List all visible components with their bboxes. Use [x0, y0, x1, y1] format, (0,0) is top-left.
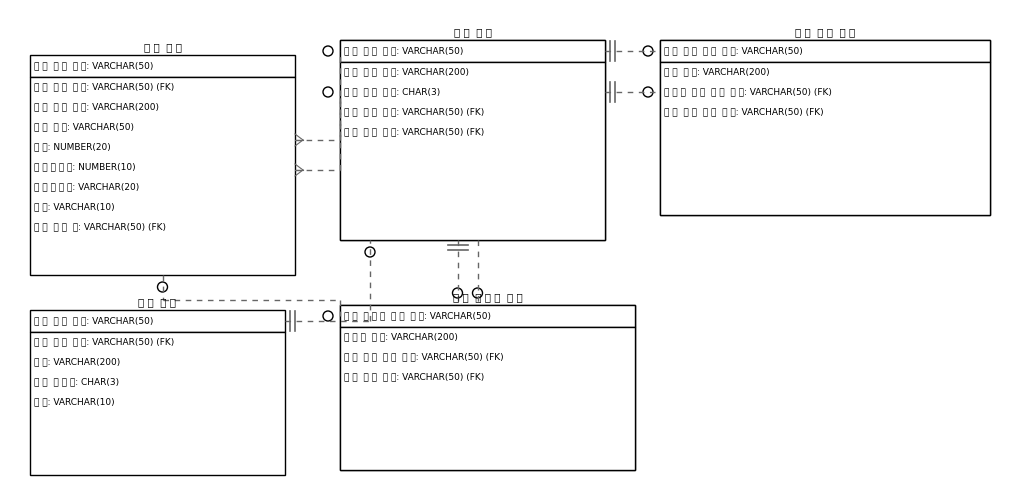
Circle shape	[453, 288, 463, 298]
Bar	[340, 305, 635, 327]
Circle shape	[472, 288, 482, 298]
Text: 운 의 의 연 수: NUMBER(10): 운 의 의 연 수: NUMBER(10)	[34, 163, 135, 171]
Text: 운 용  노 드: 운 용 노 드	[138, 297, 176, 307]
Bar	[340, 40, 605, 62]
Text: 인 가 화  운 용  상 태  명 칭: VARCHAR(50) (FK): 인 가 화 운 용 상 태 명 칭: VARCHAR(50) (FK)	[664, 87, 831, 96]
Circle shape	[365, 247, 375, 257]
Bar	[340, 327, 635, 470]
Bar	[30, 332, 285, 475]
Text: 이 벤 트  설 명: VARCHAR(200): 이 벤 트 설 명: VARCHAR(200)	[344, 332, 458, 341]
Text: 운 용  노 드  명 칭: VARCHAR(50) (FK): 운 용 노 드 명 칭: VARCHAR(50) (FK)	[344, 128, 484, 137]
Text: 노 드  수 구 분: CHAR(3): 노 드 수 구 분: CHAR(3)	[34, 378, 119, 387]
Text: 운 용  노 드  명 칭: VARCHAR(50) (FK): 운 용 노 드 명 칭: VARCHAR(50) (FK)	[344, 107, 484, 116]
Text: 운 용  활 동: 운 용 활 동	[143, 42, 181, 52]
Text: 이 용  상 태  명: VARCHAR(50) (FK): 이 용 상 태 명: VARCHAR(50) (FK)	[34, 223, 166, 232]
Text: 운 용  상 태: 운 용 상 태	[454, 27, 492, 37]
Text: 운 용  이 벤 트  전 이  명 칭: VARCHAR(50): 운 용 이 벤 트 전 이 명 칭: VARCHAR(50)	[344, 312, 490, 321]
Text: 운 용  활 동  명 칭: VARCHAR(50) (FK): 운 용 활 동 명 칭: VARCHAR(50) (FK)	[34, 83, 174, 91]
Bar	[660, 40, 990, 62]
Circle shape	[643, 46, 653, 56]
Text: 운 용  활 동  명 칭: VARCHAR(50): 운 용 활 동 명 칭: VARCHAR(50)	[34, 62, 154, 71]
Text: 출 발  운 용  상 태  명 칭: VARCHAR(50) (FK): 출 발 운 용 상 태 명 칭: VARCHAR(50) (FK)	[664, 107, 823, 116]
Circle shape	[323, 311, 333, 321]
Text: 운 용  노 드  명 칭: VARCHAR(50) (FK): 운 용 노 드 명 칭: VARCHAR(50) (FK)	[34, 337, 174, 346]
Text: 수 준: VARCHAR(10): 수 준: VARCHAR(10)	[34, 398, 115, 407]
Bar	[30, 77, 295, 275]
Text: 완 료  단 계: VARCHAR(50): 완 료 단 계: VARCHAR(50)	[34, 122, 134, 132]
Text: 운 용  상 태  타 입: CHAR(3): 운 용 상 태 타 입: CHAR(3)	[344, 87, 440, 96]
Text: 운 용  상 태  설 명: VARCHAR(200): 운 용 상 태 설 명: VARCHAR(200)	[34, 102, 159, 111]
Text: 운 용  액 션  전 이: 운 용 액 션 전 이	[795, 27, 855, 37]
Text: 발 생  운 용  상 태  명 칭: VARCHAR(50) (FK): 발 생 운 용 상 태 명 칭: VARCHAR(50) (FK)	[344, 352, 504, 361]
Bar	[30, 55, 295, 77]
Text: 운 용  상 태  명 칭: VARCHAR(50): 운 용 상 태 명 칭: VARCHAR(50)	[344, 47, 464, 56]
Text: 비 용: NUMBER(20): 비 용: NUMBER(20)	[34, 143, 111, 152]
Circle shape	[158, 282, 168, 292]
Circle shape	[643, 87, 653, 97]
Bar	[340, 62, 605, 240]
Bar	[340, 305, 635, 470]
Text: 수 준: VARCHAR(10): 수 준: VARCHAR(10)	[34, 202, 115, 212]
Text: 설 명: VARCHAR(200): 설 명: VARCHAR(200)	[34, 357, 120, 366]
Bar	[660, 40, 990, 215]
Text: 운 의 의 단 위: VARCHAR(20): 운 의 의 단 위: VARCHAR(20)	[34, 182, 139, 191]
Bar	[30, 310, 285, 332]
Bar	[340, 40, 605, 240]
Circle shape	[323, 46, 333, 56]
Text: 운 용  이 벤 트  전 이: 운 용 이 벤 트 전 이	[453, 292, 522, 302]
Text: 액 션  설 명: VARCHAR(200): 액 션 설 명: VARCHAR(200)	[664, 68, 770, 77]
Text: 활 성  상 태  명 칭: VARCHAR(50) (FK): 활 성 상 태 명 칭: VARCHAR(50) (FK)	[344, 372, 484, 382]
Text: 운 용  상 태  설 명: VARCHAR(200): 운 용 상 태 설 명: VARCHAR(200)	[344, 68, 469, 77]
Text: 운 용  노 드  명 칭: VARCHAR(50): 운 용 노 드 명 칭: VARCHAR(50)	[34, 317, 154, 326]
Bar	[660, 62, 990, 215]
Circle shape	[323, 87, 333, 97]
Text: 운 용  액 션  전 이  명 칭: VARCHAR(50): 운 용 액 션 전 이 명 칭: VARCHAR(50)	[664, 47, 803, 56]
